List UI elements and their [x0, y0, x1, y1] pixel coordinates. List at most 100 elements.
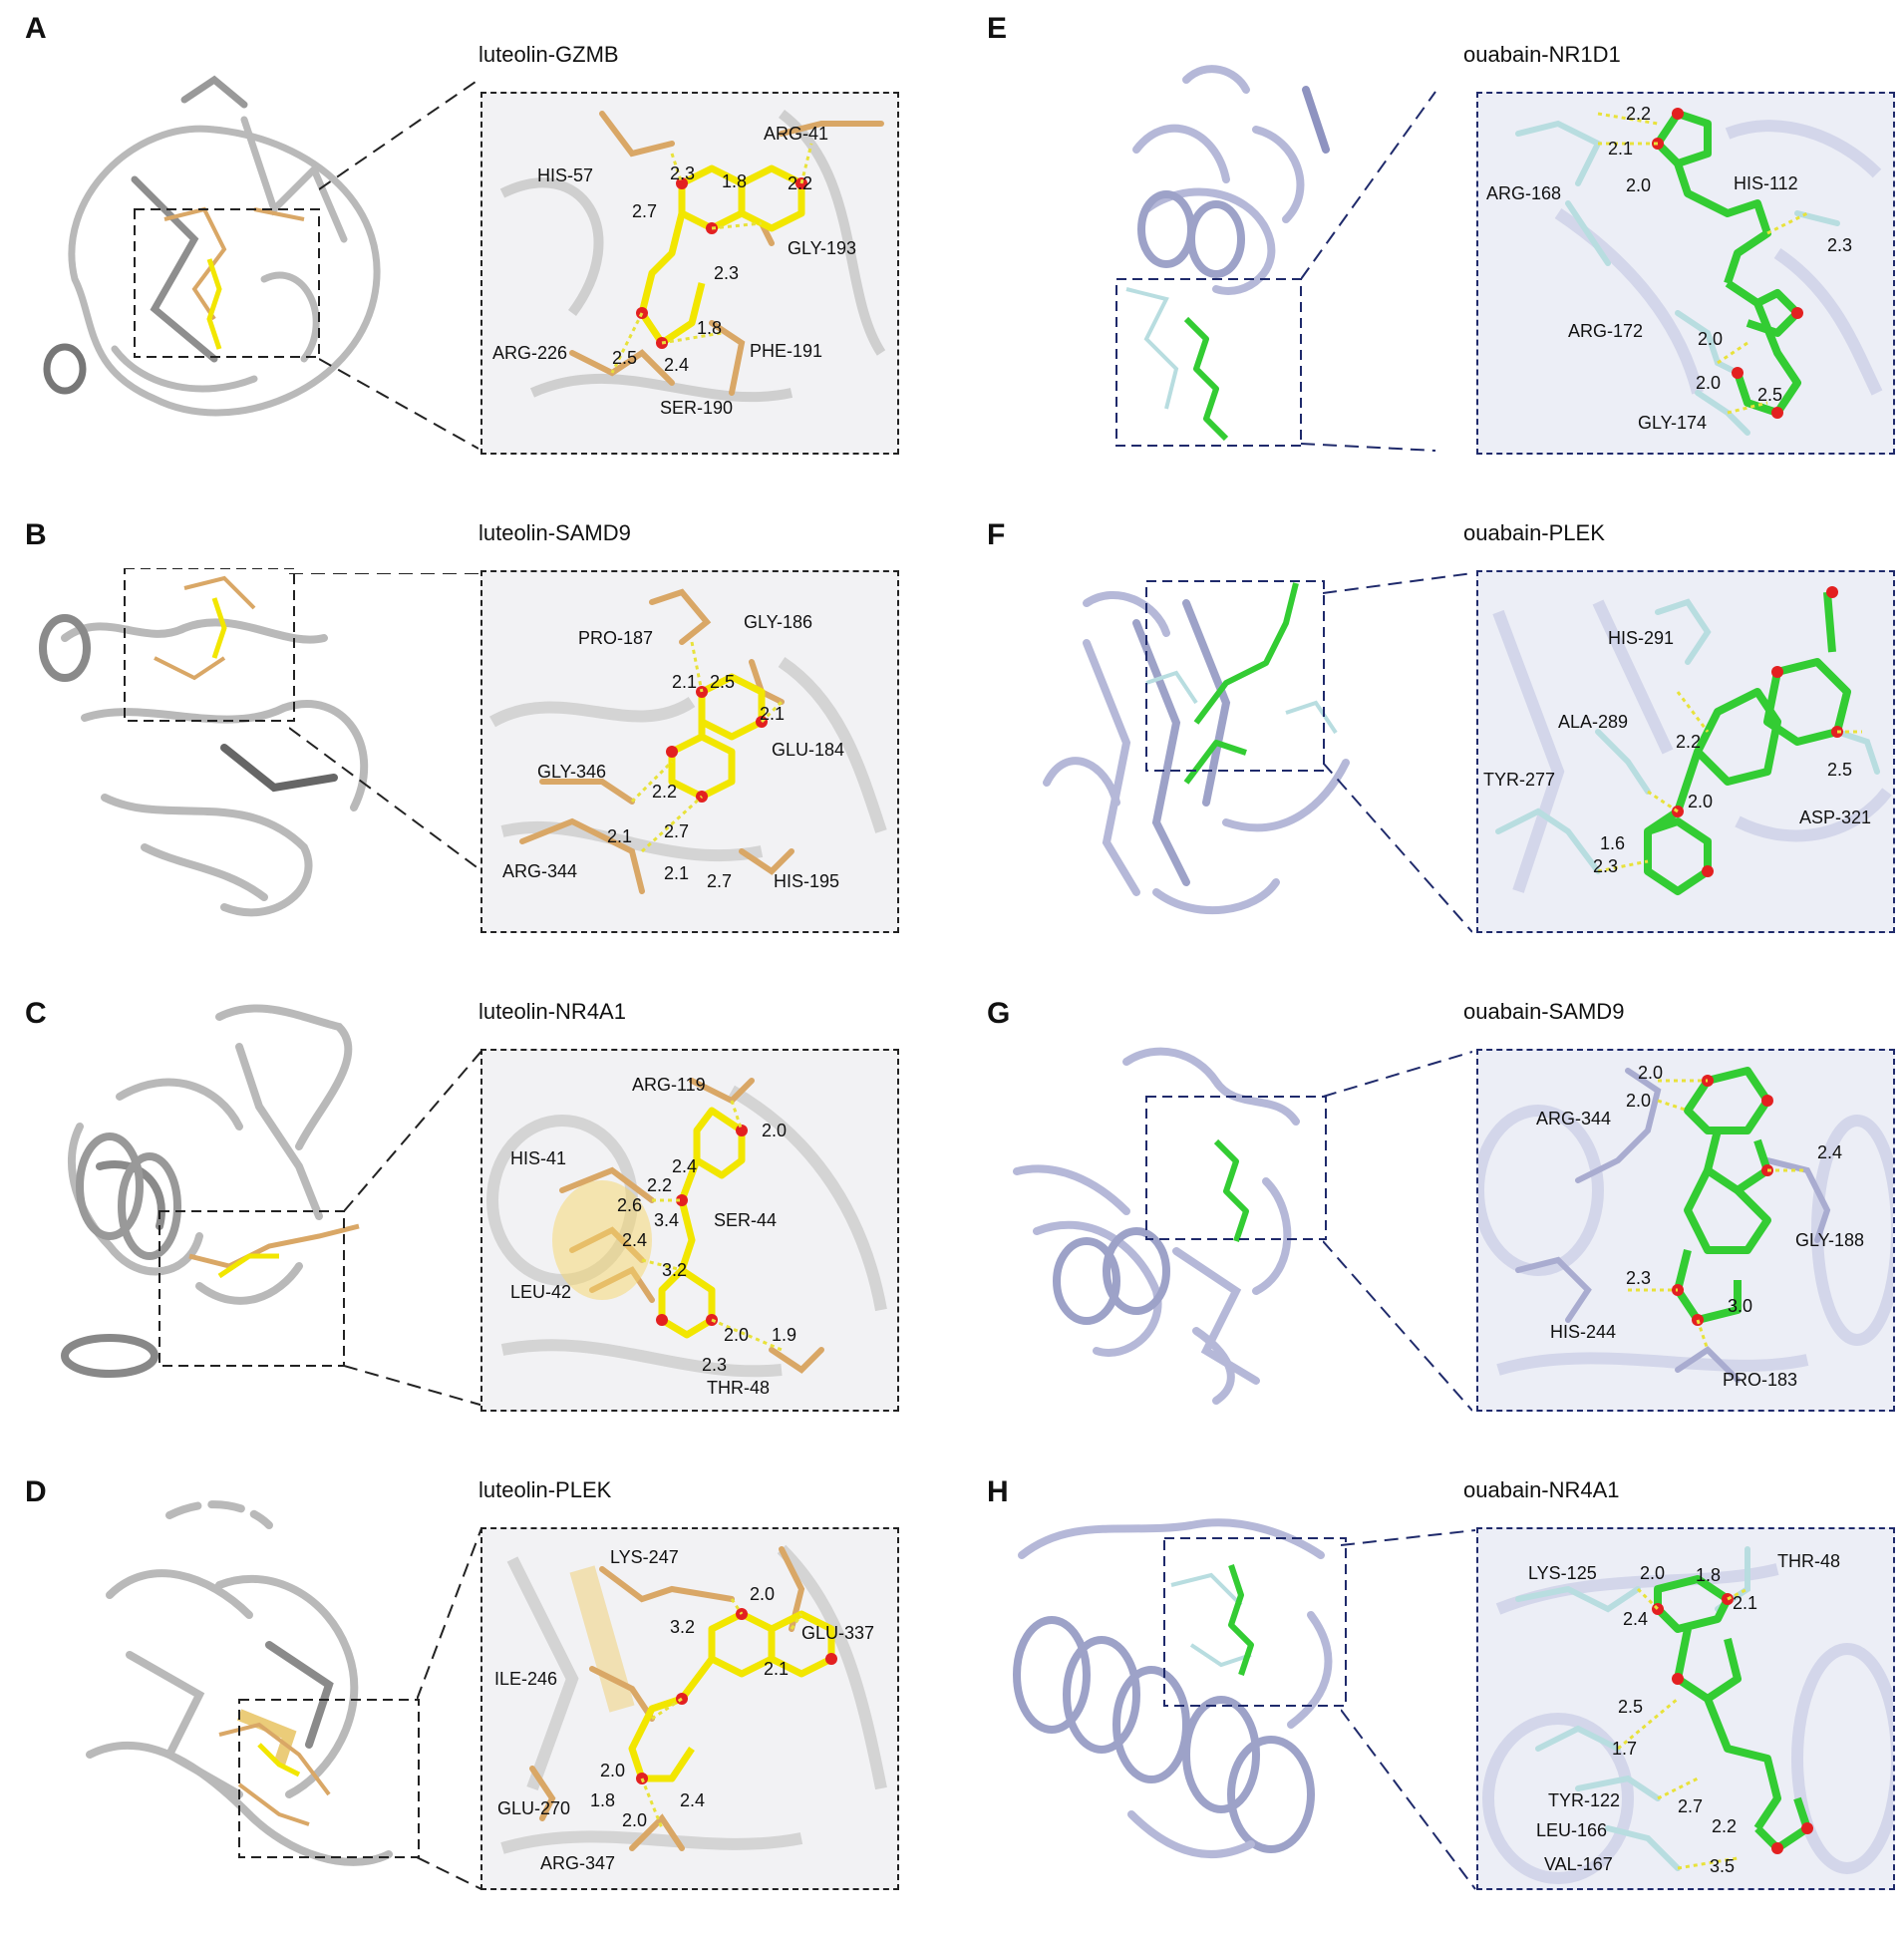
binding-site-drawing	[489, 588, 887, 894]
residue-label: ARG-347	[540, 1853, 616, 1873]
residue-label: GLY-188	[1795, 1230, 1865, 1250]
distance-label: 2.7	[664, 821, 690, 841]
residue-label: GLU-337	[801, 1623, 875, 1643]
residue-label: GLU-184	[772, 740, 845, 760]
distance-label: 1.9	[772, 1325, 797, 1345]
distance-label: 2.0	[750, 1584, 776, 1604]
binding-site-zoom: ARG-168 HIS-112 ARG-172 GLY-174 2.2 2.1 …	[1476, 92, 1895, 455]
distance-label: 2.3	[670, 163, 696, 183]
panel-title: luteolin-GZMB	[478, 42, 619, 67]
panel-letter: C	[25, 997, 47, 1030]
distance-label: 2.1	[1733, 1593, 1758, 1613]
residue-label: SER-44	[714, 1210, 778, 1230]
residue-label: LYS-125	[1528, 1563, 1597, 1583]
residue-label: TYR-122	[1548, 1790, 1621, 1810]
distance-label: 3.0	[1728, 1296, 1753, 1316]
distance-label: 2.7	[632, 201, 658, 221]
zoom-connector	[319, 80, 478, 450]
distance-label: 1.8	[1696, 1565, 1722, 1585]
residue-label: PRO-183	[1723, 1370, 1798, 1390]
residue-label: HIS-57	[537, 165, 594, 185]
distance-label: 2.0	[1638, 1063, 1664, 1083]
residue-label: THR-48	[1777, 1551, 1841, 1571]
distance-label: 2.3	[714, 263, 740, 283]
panel-title: luteolin-SAMD9	[478, 520, 631, 545]
zoom-connector	[417, 1527, 482, 1890]
residue-label: LEU-166	[1536, 1820, 1608, 1840]
distance-label: 2.1	[764, 1659, 790, 1679]
residue-label: ARG-119	[632, 1075, 706, 1095]
residue-label: GLY-186	[744, 612, 813, 632]
distance-label: 2.2	[1626, 104, 1652, 124]
protein-overview	[61, 1004, 360, 1378]
panel-d: D luteolin-PLEK	[0, 1436, 952, 1913]
distance-label: 2.0	[1626, 175, 1652, 195]
residue-label: LEU-42	[510, 1282, 572, 1302]
distance-label: 2.0	[1626, 1091, 1652, 1111]
panel-title: luteolin-NR4A1	[478, 999, 626, 1024]
zoom-connector	[1323, 1051, 1472, 1412]
residue-label: HIS-195	[774, 871, 840, 891]
distance-label: 2.1	[607, 826, 633, 846]
residue-label: ARG-41	[764, 124, 829, 144]
residue-label: THR-48	[707, 1378, 771, 1398]
panel-letter: B	[25, 518, 47, 551]
binding-site-zoom: LYS-247 GLU-337 ILE-246 GLU-270 ARG-347 …	[480, 1527, 899, 1890]
zoom-connector	[1301, 91, 1436, 452]
distance-label: 2.4	[1817, 1142, 1843, 1162]
distance-label: 2.5	[1827, 760, 1853, 780]
residue-label: ARG-172	[1568, 321, 1644, 341]
distance-label: 2.1	[664, 863, 690, 883]
distance-label: 2.1	[1608, 139, 1634, 159]
residue-label: GLY-346	[537, 762, 607, 782]
panel-g: G ouabain-SAMD9	[952, 957, 1904, 1436]
residue-label: HIS-41	[510, 1148, 567, 1168]
distance-label: 2.7	[707, 871, 733, 891]
distance-label: 2.3	[1593, 856, 1619, 876]
binding-site-drawing	[499, 110, 886, 403]
zoom-connector	[1341, 1529, 1476, 1890]
panel-a: A luteolin-GZMB	[0, 0, 952, 479]
residue-label: HIS-244	[1550, 1322, 1617, 1342]
distance-label: 3.2	[670, 1617, 696, 1637]
panel-c: C luteolin-NR4A1	[0, 957, 952, 1436]
binding-site-zoom: HIS-57 ARG-41 GLY-193 ARG-226 PHE-191 SE…	[480, 92, 899, 455]
distance-label: 1.8	[722, 171, 748, 191]
distance-label: 2.3	[1626, 1268, 1652, 1288]
distance-label: 2.2	[1676, 732, 1702, 752]
distance-label: 2.4	[672, 1156, 698, 1176]
distance-label: 1.8	[697, 318, 723, 338]
panel-h: H ouabain-NR4A1	[952, 1436, 1904, 1913]
binding-site-zoom: ARG-119 HIS-41 SER-44 LEU-42 THR-48 2.0 …	[480, 1049, 899, 1412]
distance-label: 2.4	[622, 1230, 648, 1250]
binding-site-drawing	[500, 1544, 887, 1854]
protein-overview	[86, 1500, 420, 1866]
distance-label: 2.4	[664, 355, 690, 375]
distance-label: 1.6	[1600, 833, 1626, 853]
panel-title: ouabain-NR4A1	[1463, 1477, 1620, 1502]
binding-site-zoom: PRO-187 GLY-186 GLU-184 GLY-346 ARG-344 …	[480, 570, 899, 933]
residue-label: ARG-226	[492, 343, 568, 363]
panel-letter: H	[987, 1475, 1009, 1508]
distance-label: 2.1	[760, 704, 786, 724]
distance-label: 2.0	[600, 1761, 626, 1780]
distance-label: 2.0	[1640, 1563, 1666, 1583]
zoom-connector	[344, 1048, 484, 1407]
residue-label: ASP-321	[1799, 808, 1872, 827]
residue-label: ILE-246	[494, 1669, 558, 1689]
residue-label: ARG-344	[502, 861, 578, 881]
protein-overview	[43, 75, 381, 417]
zoom-connector	[289, 573, 484, 873]
protein-overview	[39, 568, 369, 917]
panel-title: ouabain-SAMD9	[1463, 999, 1625, 1024]
residue-label: ARG-168	[1486, 183, 1562, 203]
panel-title: ouabain-NR1D1	[1463, 42, 1621, 67]
residue-label: TYR-277	[1483, 770, 1556, 790]
distance-label: 2.1	[672, 672, 698, 692]
distance-label: 2.3	[1827, 235, 1853, 255]
distance-label: 1.8	[590, 1790, 616, 1810]
protein-overview	[1043, 580, 1350, 915]
panel-letter: D	[25, 1475, 47, 1508]
residue-label: HIS-112	[1734, 173, 1798, 193]
binding-site-drawing	[486, 1078, 887, 1378]
